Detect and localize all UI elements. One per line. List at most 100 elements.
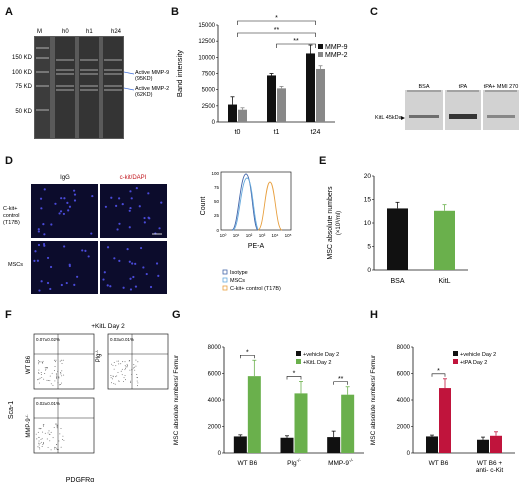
legend-isotype: Isotype: [230, 270, 248, 276]
flow-dot: [58, 376, 60, 378]
category-label: WT B6: [429, 460, 449, 467]
flow-dot: [56, 378, 57, 380]
flow-dot: [57, 449, 59, 450]
bar: [233, 436, 247, 453]
col-label-igg: IgG: [60, 175, 70, 181]
row-label-mscs: MSCs: [8, 262, 23, 268]
flow-dot: [124, 369, 126, 371]
flow-dot: [52, 384, 54, 386]
flow-dot: [125, 368, 127, 369]
blot-label-tpa: tPA: [459, 84, 468, 90]
nucleus-dot: [66, 201, 69, 204]
flow-xtick-2: 10²: [246, 233, 253, 238]
flow-dot: [126, 364, 128, 366]
nucleus-dot: [143, 216, 146, 220]
flow-dot: [126, 366, 128, 368]
y-tick-label: 2500: [202, 104, 216, 110]
flow-dot: [38, 378, 40, 380]
nucleus-dot: [134, 262, 137, 265]
y-axis-label: MSC absolute numbers/ Femur: [173, 354, 180, 445]
nucleus-dot: [128, 260, 131, 263]
legend-swatch: [453, 359, 458, 364]
flow-dot: [38, 373, 40, 375]
flow-dot: [136, 374, 138, 375]
flow-dot: [114, 383, 116, 385]
y-tick-label: 0: [218, 451, 222, 457]
y-tick-label: 15: [364, 197, 372, 204]
flow-dot: [59, 360, 61, 362]
nucleus-dot: [87, 255, 90, 258]
significance-marker: **: [293, 38, 299, 45]
panel-letter-g: G: [172, 309, 181, 321]
flow-dot: [38, 382, 40, 384]
nucleus-dot: [118, 259, 121, 262]
category-label: WT B6 + anti- c-Kit: [476, 460, 504, 474]
panel-d-imaging: IgG c-kit/DAPI C-kit+ control (T17B) MSC…: [3, 171, 292, 294]
bar: [477, 439, 489, 453]
flow-dot: [55, 359, 57, 361]
flow-ytick-100: 100: [211, 171, 219, 176]
flow-dot: [42, 442, 44, 443]
panel-letter-a: A: [5, 6, 13, 18]
legend-swatch: [318, 44, 323, 49]
flow-dot: [115, 365, 117, 367]
flow-dot: [61, 382, 63, 384]
bar: [228, 104, 237, 122]
flow-dot: [42, 444, 44, 446]
western-blot-panel: BSA tPA tPA+ MMI 270 KitL 45kDa: [375, 84, 519, 130]
nucleus-dot: [73, 283, 76, 286]
flow-dot: [41, 438, 43, 440]
flow-dot: [36, 438, 38, 440]
significance-bracket: [333, 381, 348, 385]
label-mmp9: MMP-9-/-: [24, 414, 32, 438]
histogram-ckit-control: [257, 181, 283, 231]
y-tick-label: 20: [364, 173, 372, 180]
category-label-line: WT B6 +: [477, 460, 503, 467]
legend-swatch: [296, 359, 301, 364]
flow-dot: [38, 442, 40, 444]
flow-dot: [122, 361, 124, 363]
marker-100kd: 100 KD: [12, 70, 33, 76]
flow-dot: [39, 377, 41, 379]
f-ylabel: Sca-1: [8, 401, 15, 419]
flow-dot: [56, 425, 58, 427]
f-xlabel: PDGFRα: [66, 477, 95, 484]
chart-b-band-intensity: 0 2500 5000 7500 10000 12500 15000 Band intensi…: [175, 15, 348, 136]
micrograph-igg-ckit: [31, 184, 98, 238]
category-label: Plg-/-: [287, 458, 301, 467]
blot-lane-bsa: [405, 90, 443, 130]
nucleus-dot: [109, 285, 112, 288]
y-tick-label: 10: [364, 220, 372, 227]
legend-ckit-control: C-kit+ control (T17B): [230, 286, 281, 292]
flow-dot: [45, 368, 47, 370]
flow-dot: [118, 360, 119, 362]
chart-h-msc-femur: 0 2000 4000 6000 8000 MSC absolute numbers/ F…: [370, 345, 515, 474]
flow-dot: [54, 366, 56, 367]
flow-dot: [56, 448, 58, 450]
flow-dot: [56, 376, 58, 378]
arrow-mmp9: [123, 71, 135, 75]
nucleus-dot: [76, 275, 79, 278]
flow-dot: [56, 448, 58, 450]
flow-dot: [134, 366, 136, 368]
flow-dot: [136, 380, 138, 382]
flow-dot: [58, 384, 60, 386]
nucleus-dot: [145, 272, 148, 276]
nucleus-dot: [49, 265, 53, 269]
flow-dot: [130, 380, 132, 382]
nucleus-dot: [43, 244, 46, 247]
significance-bracket: [237, 20, 316, 25]
bar: [490, 435, 502, 453]
flow-dot: [60, 446, 62, 448]
flow-dot: [111, 363, 112, 365]
nucleus-dot: [104, 205, 108, 208]
flow-dot: [39, 361, 41, 363]
flow-dot: [41, 377, 43, 378]
blot-label-tpa-mmi: tPA+ MMI 270: [484, 84, 519, 90]
nucleus-dot: [58, 212, 61, 215]
nucleus-dot: [147, 216, 150, 219]
category-sup: -/-: [349, 458, 354, 463]
flow-dot: [131, 368, 133, 370]
flow-dot: [124, 379, 126, 381]
flow-dot: [115, 376, 116, 378]
